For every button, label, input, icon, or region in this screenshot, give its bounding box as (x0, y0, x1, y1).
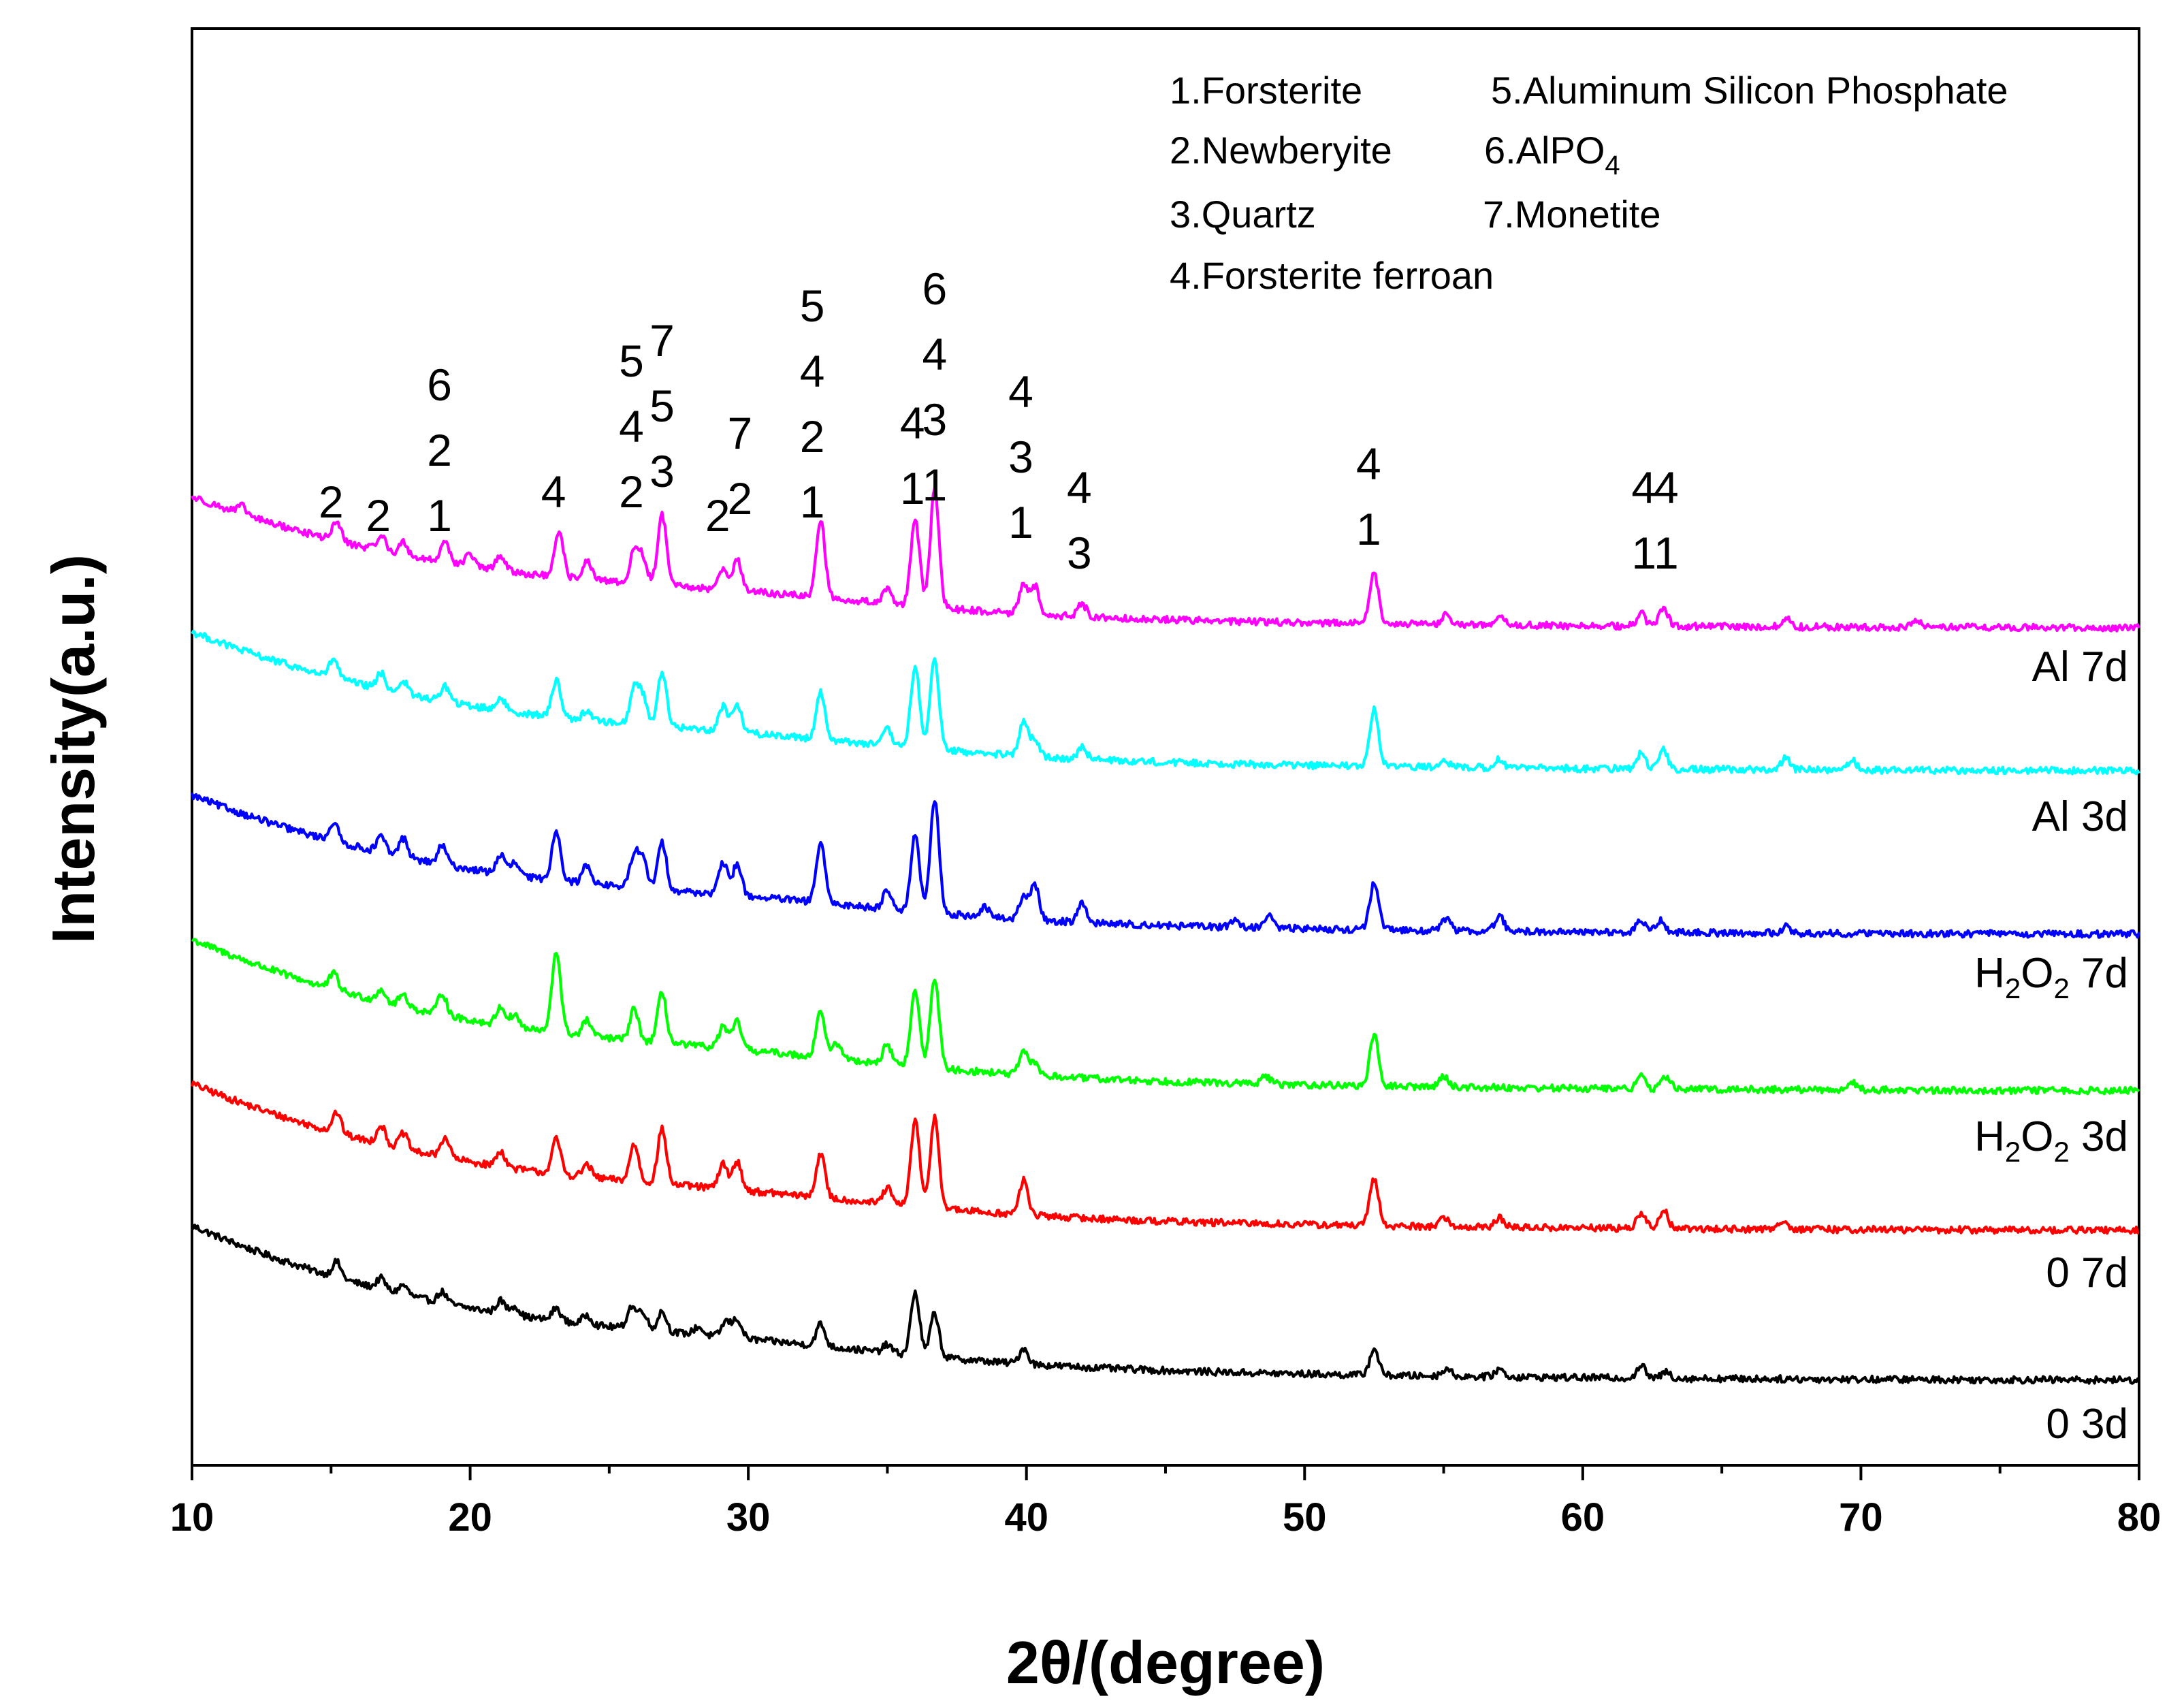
series-label: 0 7d (2046, 1249, 2128, 1296)
legend-item: 4.Forsterite ferroan (1170, 254, 1494, 297)
x-tick-label: 10 (170, 1495, 214, 1540)
legend-item: 7.Monetite (1483, 193, 1661, 236)
peak-label: 5 (619, 336, 644, 386)
peak-label: 1 (1008, 497, 1033, 547)
peak-label: 3 (649, 446, 675, 496)
peak-label: 6 (922, 264, 948, 314)
peak-label: 7 (728, 408, 753, 458)
peak-label: 2 (619, 466, 644, 517)
trace-al-3d (191, 629, 2140, 776)
plot-frame (191, 27, 2140, 1467)
peak-label: 4 (922, 329, 948, 379)
peak-label: 4 (1654, 462, 1679, 513)
peak-label: 1 (1356, 504, 1381, 554)
peak-label: 4 (619, 401, 644, 451)
legend-item: 5.Aluminum Silicon Phosphate (1491, 69, 2008, 112)
x-tick-label: 50 (1283, 1495, 1327, 1540)
peak-label: 4 (1008, 366, 1033, 417)
peak-label: 4 (800, 346, 825, 396)
x-axis-ticks: 10 20 30 40 50 60 70 80 (170, 1465, 2162, 1540)
legend-item: 3.Quartz (1170, 193, 1316, 236)
peak-label: 1 (1631, 528, 1656, 578)
peak-label: 2 (728, 473, 753, 524)
peak-label: 7 (649, 315, 675, 366)
series-label: H2O2 7d (1974, 950, 2128, 1004)
x-tick-label: 30 (726, 1495, 771, 1540)
peak-label: 2 (800, 411, 825, 462)
legend-item: 6.AlPO4 (1484, 129, 1620, 180)
peak-label: 1 (900, 463, 925, 513)
peak-label: 1 (922, 460, 948, 510)
peak-label: 2 (705, 490, 730, 541)
trace-0-7d (190, 1080, 2140, 1235)
peak-label: 1 (800, 477, 825, 527)
peak-label: 4 (1067, 462, 1092, 513)
peak-label: 3 (1067, 528, 1092, 578)
peak-label: 4 (900, 398, 925, 448)
trace-al-7d (191, 487, 2140, 633)
trace-h2o2-7d (190, 792, 2141, 939)
x-tick-label: 80 (2117, 1495, 2162, 1540)
peak-label: 2 (427, 425, 452, 475)
series-label: Al 3d (2032, 793, 2128, 840)
y-axis-title: Intensity(a.u.) (39, 554, 107, 944)
peak-label: 4 (1356, 439, 1381, 489)
peak-label: 5 (800, 281, 825, 331)
series-labels: 0 3d 0 7d H2O2 3d H2O2 7d Al 3d Al 7d (1974, 643, 2128, 1448)
series-label: H2O2 3d (1974, 1113, 2128, 1168)
legend-item: 2.Newberyite (1170, 129, 1392, 172)
x-axis-title: 2θ/(degree) (1006, 1629, 1325, 1696)
phase-legend: 1.Forsterite 5.Aluminum Silicon Phosphate… (1170, 69, 2008, 297)
trace-0-3d (191, 1224, 2140, 1385)
legend-item: 1.Forsterite (1170, 69, 1362, 112)
peak-label: 1 (1654, 528, 1679, 578)
peak-label: 4 (541, 466, 566, 517)
x-tick-label: 70 (1839, 1495, 1883, 1540)
peak-label: 4 (1631, 462, 1656, 513)
x-tick-label: 40 (1004, 1495, 1048, 1540)
peak-label: 1 (427, 490, 452, 541)
series-label: 0 3d (2046, 1401, 2128, 1448)
x-tick-label: 20 (448, 1495, 492, 1540)
peak-label: 3 (1008, 432, 1033, 482)
x-tick-label: 60 (1561, 1495, 1605, 1540)
peak-label: 6 (427, 360, 452, 410)
peak-label: 2 (366, 490, 391, 541)
trace-h2o2-3d (191, 938, 2140, 1096)
peak-label: 2 (319, 477, 344, 527)
peak-label: 5 (649, 381, 675, 431)
series-label: Al 7d (2032, 643, 2128, 690)
xrd-traces (190, 487, 2141, 1385)
peak-label: 3 (922, 394, 948, 445)
